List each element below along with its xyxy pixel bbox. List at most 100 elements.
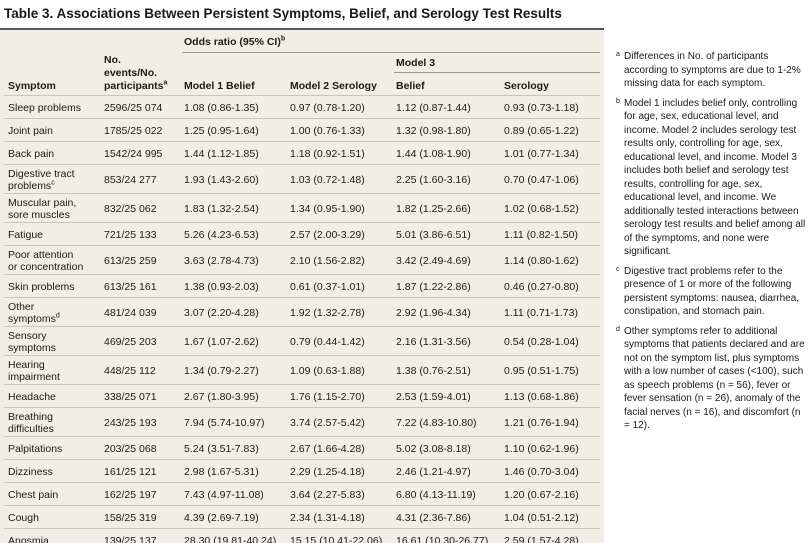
model1-cell: 1.08 (0.86-1.35)	[184, 96, 259, 119]
table-row: Back pain 1542/24 995 1.44 (1.12-1.85) 1.18…	[0, 142, 604, 165]
events-cell: 2596/25 074	[104, 96, 162, 119]
model2-cell: 1.03 (0.72-1.48)	[290, 165, 365, 194]
model3-serology-cell: 1.11 (0.82-1.50)	[504, 223, 578, 246]
model2-cell-value: 0.79 (0.44-1.42)	[290, 335, 365, 348]
events-cell-value: 481/24 039	[104, 306, 157, 319]
events-cell-value: 853/24 277	[104, 173, 157, 186]
data-table: Odds ratio (95% CI)b Model 3 No. events/…	[0, 30, 604, 543]
model3-serology-cell-value: 0.70 (0.47-1.06)	[504, 173, 579, 186]
symptom-name-line2: difficulties	[8, 422, 54, 435]
events-cell: 613/25 259	[104, 246, 157, 275]
row-separator	[4, 326, 600, 327]
model3-serology-cell: 0.54 (0.28-1.04)	[504, 327, 579, 356]
model3-serology-cell-value: 0.95 (0.51-1.75)	[504, 364, 579, 377]
symptom-cell: Palpitations	[8, 437, 62, 460]
model2-cell-value: 3.64 (2.27-5.83)	[290, 488, 365, 501]
model3-serology-cell-value: 1.20 (0.67-2.16)	[504, 488, 579, 501]
model3-belief-cell-value: 7.22 (4.83-10.80)	[396, 416, 477, 429]
symptom-cell: Headache	[8, 385, 56, 408]
model3-belief-cell-value: 1.87 (1.22-2.86)	[396, 280, 471, 293]
symptom-name: Anosmia	[8, 534, 49, 543]
table-row: Fatigue 721/25 133 5.26 (4.23-6.53) 2.57 (2…	[0, 223, 604, 246]
model3-serology-cell-value: 0.93 (0.73-1.18)	[504, 101, 579, 114]
symptom-cell: Anosmia	[8, 529, 49, 543]
header-events-sup: a	[163, 79, 168, 87]
model3-serology-cell: 1.46 (0.70-3.04)	[504, 460, 579, 483]
row-separator	[4, 528, 600, 529]
row-separator	[4, 355, 600, 356]
events-cell-value: 338/25 071	[104, 390, 157, 403]
model1-cell: 7.43 (4.97-11.08)	[184, 483, 264, 506]
header-model1: Model 1 Belief	[184, 80, 255, 92]
table-row: Skin problems 613/25 161 1.38 (0.93-2.03) 0…	[0, 275, 604, 298]
events-cell-value: 613/25 259	[104, 254, 157, 267]
model3-serology-cell-value: 1.14 (0.80-1.62)	[504, 254, 579, 267]
symptom-cell: Poor attention or concentration	[8, 246, 83, 275]
table-row: Poor attention or concentration 613/25 259…	[0, 246, 604, 275]
table-row: Breathing difficulties 243/25 193 7.94 (5.7…	[0, 408, 604, 437]
model2-cell-value: 1.18 (0.92-1.51)	[290, 147, 365, 160]
table-row: Cough 158/25 319 4.39 (2.69-7.19) 2.34 (1.3…	[0, 506, 604, 529]
model1-cell: 3.63 (2.78-4.73)	[184, 246, 259, 275]
model3-belief-cell-value: 2.25 (1.60-3.16)	[396, 173, 471, 186]
footnote-text: Model 1 includes belief only, controllin…	[624, 97, 806, 258]
events-cell-value: 2596/25 074	[104, 101, 163, 114]
events-cell-value: 161/25 121	[104, 465, 157, 478]
model2-cell: 2.67 (1.66-4.28)	[290, 437, 365, 460]
footnote: c Digestive tract problems refer to the p…	[616, 265, 808, 319]
symptom-cell: Sensory symptoms	[8, 327, 56, 356]
symptom-name: Skin problems	[8, 280, 75, 293]
footnote-text: Digestive tract problems refer to the pr…	[624, 265, 800, 318]
row-separator	[4, 459, 600, 460]
model3-serology-cell: 2.59 (1.57-4.28)	[504, 529, 579, 543]
footnote: d Other symptoms refer to additional symp…	[616, 325, 808, 433]
model3-belief-cell-value: 5.01 (3.86-6.51)	[396, 228, 471, 241]
model3-serology-cell: 1.21 (0.76-1.94)	[504, 408, 579, 437]
model3-belief-cell: 1.12 (0.87-1.44)	[396, 96, 471, 119]
events-cell: 203/25 068	[104, 437, 157, 460]
symptom-cell: Breathing difficulties	[8, 408, 54, 437]
symptom-name-line2: symptoms	[8, 312, 56, 325]
model2-cell-value: 1.76 (1.15-2.70)	[290, 390, 365, 403]
model1-cell-value: 1.38 (0.93-2.03)	[184, 280, 259, 293]
model2-cell: 3.64 (2.27-5.83)	[290, 483, 365, 506]
events-cell-value: 1785/25 022	[104, 124, 163, 137]
model2-cell: 2.34 (1.31-4.18)	[290, 506, 365, 529]
model2-cell-value: 2.67 (1.66-4.28)	[290, 442, 365, 455]
model1-cell: 1.93 (1.43-2.60)	[184, 165, 259, 194]
row-separator	[4, 407, 600, 408]
symptom-name: Sleep problems	[8, 101, 81, 114]
model3-serology-cell-value: 0.54 (0.28-1.04)	[504, 335, 579, 348]
footnote: b Model 1 includes belief only, controlli…	[616, 97, 808, 259]
table-row: Other symptomsd 481/24 039 3.07 (2.20-4.28)…	[0, 298, 604, 327]
model1-cell: 1.38 (0.93-2.03)	[184, 275, 259, 298]
model3-serology-cell: 0.89 (0.65-1.22)	[504, 119, 579, 142]
model1-cell-value: 5.24 (3.51-7.83)	[184, 442, 259, 455]
model2-cell: 1.00 (0.76-1.33)	[290, 119, 365, 142]
model2-cell-value: 0.61 (0.37-1.01)	[290, 280, 365, 293]
model3-serology-cell: 0.95 (0.51-1.75)	[504, 356, 579, 385]
model3-belief-cell-value: 2.16 (1.31-3.56)	[396, 335, 471, 348]
header-symptom: Symptom	[8, 80, 56, 92]
events-cell-value: 158/25 319	[104, 511, 157, 524]
events-cell: 139/25 137	[104, 529, 157, 543]
header-model2: Model 2 Serology	[290, 80, 377, 92]
model3-serology-cell: 0.93 (0.73-1.18)	[504, 96, 579, 119]
model2-cell: 1.76 (1.15-2.70)	[290, 385, 365, 408]
events-cell: 481/24 039	[104, 298, 157, 327]
model3-belief-cell: 2.46 (1.21-4.97)	[396, 460, 471, 483]
model2-cell-value: 0.97 (0.78-1.20)	[290, 101, 365, 114]
symptom-name: Dizziness	[8, 465, 53, 478]
events-cell-value: 139/25 137	[104, 534, 157, 543]
row-separator	[4, 141, 600, 142]
header-odds-ratio-sup: b	[280, 35, 286, 43]
model3-serology-cell: 1.01 (0.77-1.34)	[504, 142, 579, 165]
model1-cell-value: 7.43 (4.97-11.08)	[184, 488, 264, 501]
model3-belief-cell-value: 1.82 (1.25-2.66)	[396, 202, 471, 215]
model2-cell: 2.10 (1.56-2.82)	[290, 246, 365, 275]
symptom-name: Breathing	[8, 410, 53, 423]
symptom-cell: Joint pain	[8, 119, 53, 142]
symptom-name: Digestive tract	[8, 167, 75, 180]
model1-cell: 2.98 (1.67-5.31)	[184, 460, 259, 483]
events-cell-value: 832/25 062	[104, 202, 157, 215]
